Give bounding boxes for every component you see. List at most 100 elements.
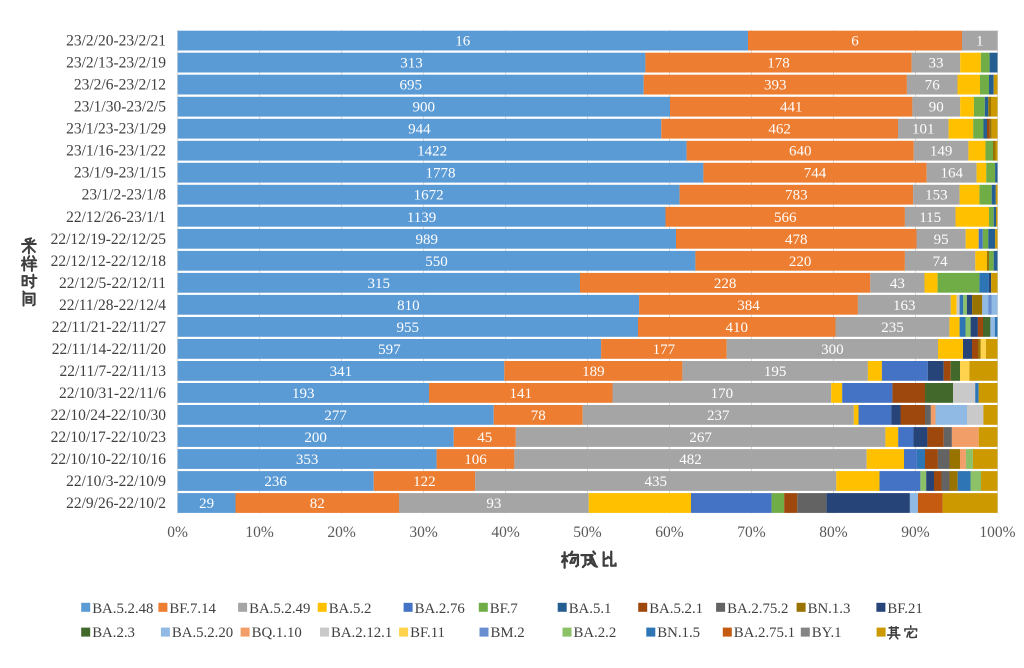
svg-text:23/1/23-23/1/29: 23/1/23-23/1/29 bbox=[66, 121, 166, 138]
svg-text:393: 393 bbox=[764, 78, 787, 94]
svg-text:70%: 70% bbox=[737, 524, 766, 541]
svg-text:0%: 0% bbox=[167, 524, 188, 541]
svg-text:435: 435 bbox=[644, 474, 667, 490]
svg-text:170: 170 bbox=[711, 386, 734, 402]
svg-text:43: 43 bbox=[890, 276, 905, 292]
svg-text:BA.5.2.20: BA.5.2.20 bbox=[172, 625, 233, 641]
svg-text:22/11/14-22/11/20: 22/11/14-22/11/20 bbox=[52, 341, 166, 358]
svg-text:BF.11: BF.11 bbox=[410, 625, 445, 641]
svg-text:550: 550 bbox=[425, 254, 448, 270]
svg-text:177: 177 bbox=[653, 342, 676, 358]
svg-text:BA.2.76: BA.2.76 bbox=[415, 601, 465, 617]
svg-text:23/2/6-23/2/12: 23/2/6-23/2/12 bbox=[74, 77, 166, 94]
svg-text:695: 695 bbox=[399, 78, 422, 94]
svg-text:BF.7: BF.7 bbox=[490, 601, 518, 617]
svg-text:50%: 50% bbox=[573, 524, 602, 541]
svg-text:341: 341 bbox=[330, 364, 353, 380]
svg-text:74: 74 bbox=[933, 254, 949, 270]
svg-text:22/12/5-22/12/11: 22/12/5-22/12/11 bbox=[59, 275, 166, 292]
svg-text:122: 122 bbox=[413, 474, 436, 490]
svg-text:267: 267 bbox=[689, 430, 712, 446]
svg-text:BA.2.75.1: BA.2.75.1 bbox=[734, 625, 795, 641]
svg-text:22/12/19-22/12/25: 22/12/19-22/12/25 bbox=[51, 231, 167, 248]
svg-text:29: 29 bbox=[199, 496, 214, 512]
svg-text:BQ.1.10: BQ.1.10 bbox=[252, 625, 302, 641]
svg-text:BA.2.3: BA.2.3 bbox=[92, 625, 135, 641]
svg-text:228: 228 bbox=[714, 276, 737, 292]
svg-text:237: 237 bbox=[707, 408, 730, 424]
svg-text:33: 33 bbox=[929, 56, 944, 72]
svg-text:23/1/30-23/2/5: 23/1/30-23/2/5 bbox=[74, 99, 166, 116]
svg-text:22/11/21-22/11/27: 22/11/21-22/11/27 bbox=[52, 319, 166, 336]
svg-text:189: 189 bbox=[582, 364, 605, 380]
svg-text:410: 410 bbox=[726, 320, 749, 336]
svg-text:1778: 1778 bbox=[426, 166, 456, 182]
svg-text:193: 193 bbox=[292, 386, 315, 402]
svg-text:195: 195 bbox=[764, 364, 787, 380]
svg-text:BA.5.1: BA.5.1 bbox=[569, 601, 612, 617]
svg-text:478: 478 bbox=[785, 232, 808, 248]
svg-text:22/10/10-22/10/16: 22/10/10-22/10/16 bbox=[51, 451, 167, 468]
svg-text:313: 313 bbox=[400, 56, 423, 72]
svg-text:482: 482 bbox=[679, 452, 702, 468]
svg-text:22/9/26-22/10/2: 22/9/26-22/10/2 bbox=[66, 495, 166, 512]
svg-text:6: 6 bbox=[851, 34, 859, 50]
svg-text:1422: 1422 bbox=[417, 144, 447, 160]
svg-text:20%: 20% bbox=[327, 524, 356, 541]
svg-text:90%: 90% bbox=[901, 524, 930, 541]
svg-text:40%: 40% bbox=[491, 524, 520, 541]
svg-text:45: 45 bbox=[477, 430, 492, 446]
svg-text:597: 597 bbox=[378, 342, 401, 358]
svg-text:783: 783 bbox=[785, 188, 808, 204]
svg-text:1139: 1139 bbox=[407, 210, 436, 226]
svg-text:22/10/24-22/10/30: 22/10/24-22/10/30 bbox=[51, 407, 167, 424]
svg-text:115: 115 bbox=[919, 210, 941, 226]
svg-text:153: 153 bbox=[925, 188, 948, 204]
svg-text:BN.1.5: BN.1.5 bbox=[657, 625, 700, 641]
svg-text:1672: 1672 bbox=[414, 188, 444, 204]
svg-text:23/1/9-23/1/15: 23/1/9-23/1/15 bbox=[74, 165, 166, 182]
svg-text:BA.5.2.48: BA.5.2.48 bbox=[92, 601, 153, 617]
svg-text:300: 300 bbox=[821, 342, 844, 358]
svg-text:BA.5.2.49: BA.5.2.49 bbox=[249, 601, 310, 617]
svg-text:82: 82 bbox=[310, 496, 325, 512]
svg-text:BF.7.14: BF.7.14 bbox=[169, 601, 216, 617]
svg-text:163: 163 bbox=[893, 298, 916, 314]
svg-text:900: 900 bbox=[413, 100, 436, 116]
svg-text:30%: 30% bbox=[409, 524, 438, 541]
svg-text:BA.5.2.1: BA.5.2.1 bbox=[649, 601, 703, 617]
svg-text:566: 566 bbox=[774, 210, 797, 226]
svg-text:1: 1 bbox=[976, 34, 984, 50]
svg-text:178: 178 bbox=[767, 56, 790, 72]
svg-text:106: 106 bbox=[464, 452, 487, 468]
svg-text:BA.2.12.1: BA.2.12.1 bbox=[331, 625, 392, 641]
svg-text:23/1/16-23/1/22: 23/1/16-23/1/22 bbox=[66, 143, 166, 160]
svg-text:BN.1.3: BN.1.3 bbox=[808, 601, 851, 617]
svg-text:277: 277 bbox=[324, 408, 347, 424]
svg-text:200: 200 bbox=[304, 430, 327, 446]
svg-text:100%: 100% bbox=[979, 524, 1015, 541]
svg-text:235: 235 bbox=[881, 320, 904, 336]
svg-text:76: 76 bbox=[925, 78, 941, 94]
svg-text:23/2/20-23/2/21: 23/2/20-23/2/21 bbox=[66, 33, 166, 50]
svg-text:22/10/31-22/11/6: 22/10/31-22/11/6 bbox=[59, 385, 166, 402]
svg-text:384: 384 bbox=[737, 298, 760, 314]
svg-text:353: 353 bbox=[296, 452, 319, 468]
svg-text:80%: 80% bbox=[819, 524, 848, 541]
svg-text:78: 78 bbox=[531, 408, 546, 424]
svg-text:22/12/12-22/12/18: 22/12/12-22/12/18 bbox=[51, 253, 167, 270]
svg-text:90: 90 bbox=[929, 100, 944, 116]
svg-text:220: 220 bbox=[789, 254, 812, 270]
svg-text:BM.2: BM.2 bbox=[491, 625, 525, 641]
svg-text:744: 744 bbox=[804, 166, 827, 182]
svg-text:22/12/26-23/1/1: 22/12/26-23/1/1 bbox=[66, 209, 166, 226]
svg-text:10%: 10% bbox=[245, 524, 274, 541]
svg-text:944: 944 bbox=[408, 122, 431, 138]
svg-text:164: 164 bbox=[940, 166, 963, 182]
svg-text:22/10/3-22/10/9: 22/10/3-22/10/9 bbox=[66, 473, 166, 490]
svg-text:315: 315 bbox=[368, 276, 391, 292]
svg-text:810: 810 bbox=[397, 298, 420, 314]
svg-text:16: 16 bbox=[455, 34, 471, 50]
svg-text:BF.21: BF.21 bbox=[887, 601, 922, 617]
svg-text:23/1/2-23/1/8: 23/1/2-23/1/8 bbox=[82, 187, 167, 204]
